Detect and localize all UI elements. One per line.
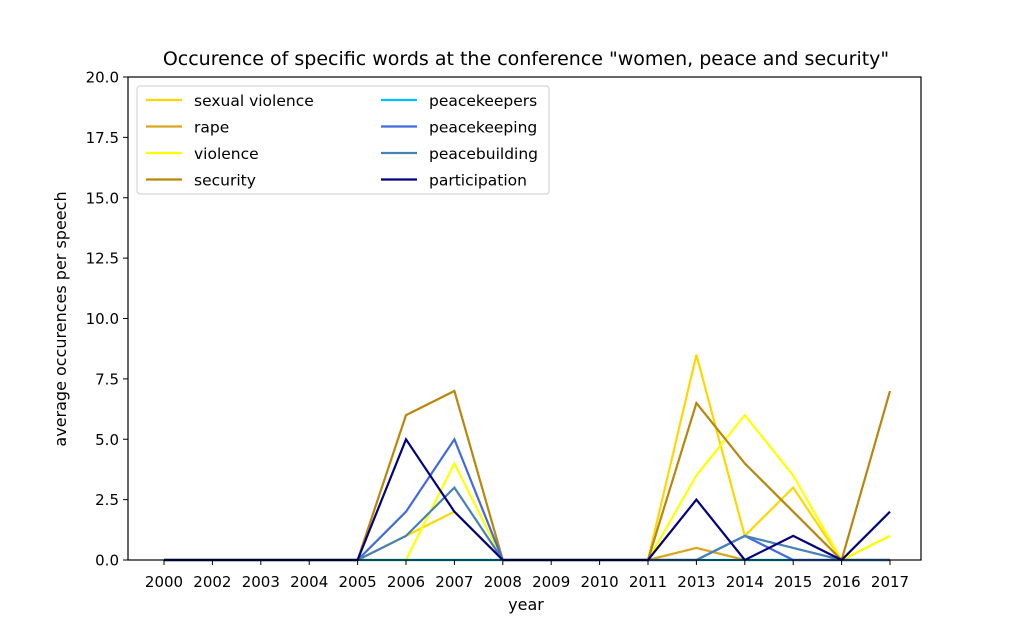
legend-label: peacekeeping (429, 119, 537, 137)
x-tick-label: 2007 (435, 573, 473, 591)
legend-label: violence (194, 145, 259, 163)
x-tick-label: 2003 (242, 573, 280, 591)
x-axis-label: year (508, 595, 544, 614)
y-tick-label: 20.0 (86, 69, 119, 87)
x-tick-label: 2008 (484, 573, 522, 591)
series-line-sexual-violence (164, 354, 891, 562)
x-tick-label: 2004 (290, 573, 328, 591)
legend-label: peacebuilding (429, 145, 538, 163)
y-tick-label: 5.0 (95, 431, 119, 449)
legend-label: peacekeepers (429, 92, 537, 110)
x-tick-label: 2017 (871, 573, 909, 591)
x-tick-label: 2005 (339, 573, 377, 591)
series-line-security (164, 389, 892, 563)
series-lines (164, 354, 892, 563)
y-tick-label: 10.0 (86, 310, 119, 328)
chart-title: Occurence of specific words at the confe… (163, 48, 889, 70)
y-tick-label: 12.5 (86, 250, 119, 268)
legend-label: participation (429, 172, 527, 190)
y-tick-label: 0.0 (95, 552, 119, 570)
x-tick-label: 2002 (193, 573, 231, 591)
legend-label: sexual violence (194, 92, 314, 110)
legend-box (136, 85, 550, 195)
y-tick-label: 15.0 (86, 189, 119, 207)
x-axis-ticks: 2000 2002 2003 2004 2005 2006 2007 2008 2009 2010… (145, 560, 909, 591)
y-tick-label: 17.5 (86, 129, 119, 147)
x-tick-label: 2006 (387, 573, 425, 591)
y-tick-label: 7.5 (95, 370, 119, 388)
x-tick-label: 2013 (677, 573, 715, 591)
x-tick-label: 2011 (629, 573, 667, 591)
x-tick-label: 2010 (581, 573, 619, 591)
y-tick-label: 2.5 (95, 491, 119, 509)
x-tick-label: 2014 (726, 573, 764, 591)
y-axis-ticks: 0.0 2.5 5.0 7.5 10.0 12.5 15.0 17.5 20.0 (86, 69, 128, 570)
x-tick-label: 2016 (823, 573, 861, 591)
legend-label: security (194, 172, 256, 190)
x-tick-label: 2009 (532, 573, 570, 591)
series-line-violence (164, 413, 891, 562)
x-tick-label: 2000 (145, 573, 183, 591)
y-axis-label: average occurences per speech (51, 191, 70, 446)
legend-label: rape (194, 119, 229, 137)
x-tick-label: 2015 (774, 573, 812, 591)
legend: sexual violence rape violence security peace… (136, 85, 550, 195)
